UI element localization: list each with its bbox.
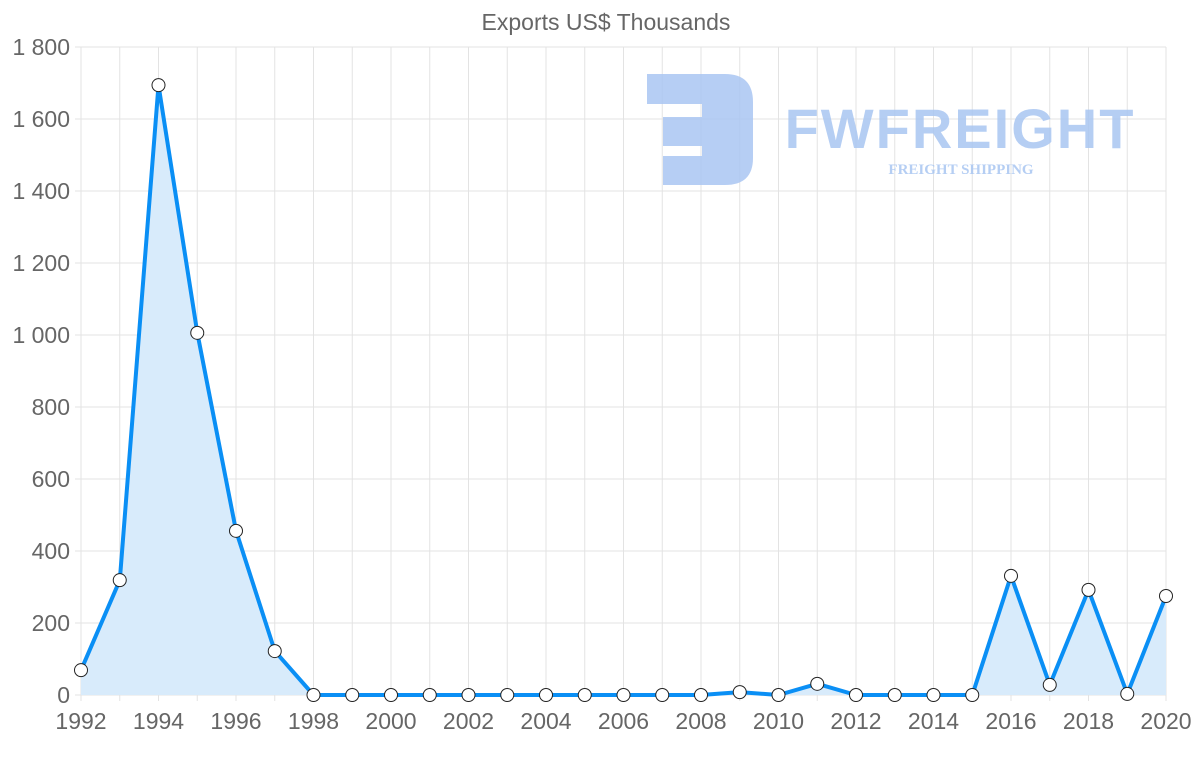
x-tick-label: 1992 [55, 708, 106, 734]
data-point [965, 688, 980, 702]
x-tick-label: 2000 [365, 708, 416, 734]
y-tick-label: 0 [57, 682, 70, 708]
data-point [577, 688, 592, 702]
watermark-brand: FWFREIGHT [785, 97, 1136, 160]
data-point [384, 688, 398, 702]
x-axis-ticks: 1992 1994 1996 1998 2000 2002 2004 2006 2008 2010… [55, 708, 1191, 734]
y-tick-label: 600 [32, 466, 70, 492]
watermark-tagline: FREIGHT SHIPPING [888, 162, 1033, 178]
x-tick-label: 2002 [443, 708, 494, 734]
y-tick-label: 1 600 [12, 106, 70, 132]
data-point [345, 688, 360, 702]
data-point [1042, 677, 1057, 692]
y-tick-label: 800 [32, 394, 70, 420]
x-tick-label: 2004 [520, 708, 571, 734]
y-tick-label: 1 200 [12, 250, 70, 276]
data-point [810, 676, 825, 691]
data-point [1120, 686, 1135, 701]
data-point [694, 688, 708, 702]
data-point [655, 688, 670, 702]
data-point [190, 325, 205, 340]
data-point [1004, 568, 1018, 583]
data-points [74, 78, 1173, 702]
data-point [887, 688, 902, 702]
logo-mark-icon [647, 74, 753, 185]
y-tick-label: 1 000 [12, 322, 70, 348]
data-point [500, 688, 515, 702]
data-point [616, 688, 631, 702]
data-point [151, 78, 166, 93]
data-point [306, 688, 321, 702]
data-point [422, 688, 437, 702]
y-tick-label: 400 [32, 538, 70, 564]
data-point [112, 573, 127, 588]
x-tick-label: 2020 [1140, 708, 1191, 734]
data-point [229, 523, 243, 538]
y-tick-label: 200 [32, 610, 70, 636]
x-tick-label: 2012 [830, 708, 881, 734]
x-tick-label: 2006 [598, 708, 649, 734]
data-point [539, 688, 553, 702]
x-tick-label: 1998 [288, 708, 339, 734]
data-point [926, 688, 941, 702]
grid [75, 46, 1167, 701]
y-tick-label: 1 400 [12, 178, 70, 204]
data-point [1159, 589, 1173, 603]
x-tick-label: 2014 [908, 708, 959, 734]
data-point [461, 688, 476, 702]
data-point [849, 688, 863, 702]
watermark-logo: FWFREIGHT FREIGHT SHIPPING [647, 74, 1136, 185]
data-point [267, 644, 282, 659]
x-tick-label: 2008 [675, 708, 726, 734]
y-axis-ticks: 0 200 400 600 800 1 000 1 200 1 400 1 600 1 800 [12, 34, 70, 708]
data-point [1081, 582, 1096, 597]
x-tick-label: 2018 [1063, 708, 1114, 734]
chart-title: Exports US$ Thousands [482, 9, 731, 35]
y-tick-label: 1 800 [12, 34, 70, 60]
x-tick-label: 1996 [210, 708, 261, 734]
data-point [771, 688, 786, 702]
x-tick-label: 2010 [753, 708, 804, 734]
data-point [732, 685, 747, 700]
x-tick-label: 1994 [133, 708, 184, 734]
data-point [74, 663, 88, 678]
series-area [81, 85, 1166, 695]
x-tick-label: 2016 [985, 708, 1036, 734]
